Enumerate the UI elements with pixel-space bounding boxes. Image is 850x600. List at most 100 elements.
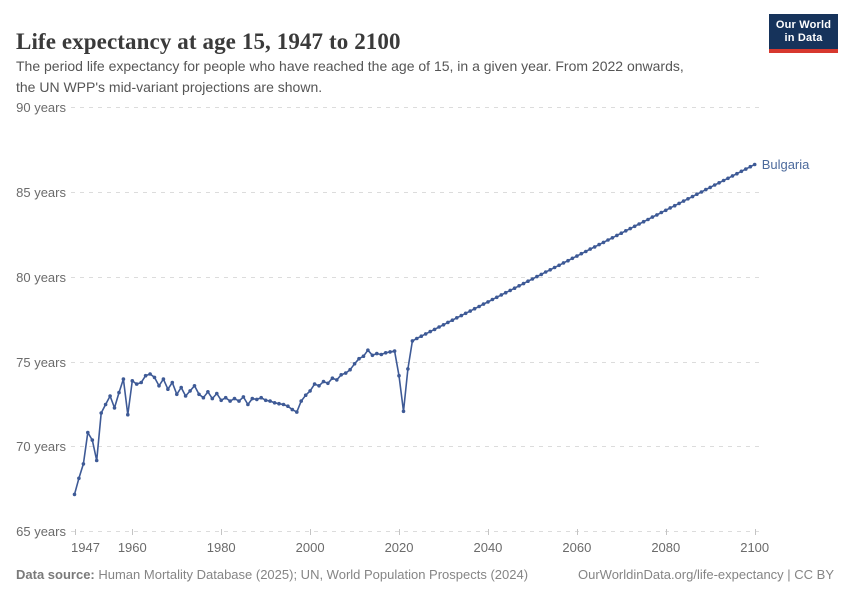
- data-point-2067[interactable]: [606, 238, 610, 242]
- data-point-2000[interactable]: [308, 389, 312, 393]
- data-point-2031[interactable]: [446, 320, 450, 325]
- data-point-2011[interactable]: [357, 356, 361, 361]
- data-point-2053[interactable]: [543, 270, 548, 274]
- data-point-2048[interactable]: [521, 281, 526, 286]
- data-point-1984[interactable]: [237, 399, 241, 403]
- data-point-1977[interactable]: [206, 390, 210, 394]
- data-point-2008[interactable]: [343, 371, 348, 375]
- data-point-2029[interactable]: [437, 325, 441, 329]
- data-point-1989[interactable]: [259, 395, 264, 400]
- data-point-2082[interactable]: [672, 203, 677, 208]
- data-point-1992[interactable]: [272, 401, 277, 405]
- data-point-2020[interactable]: [397, 373, 401, 378]
- data-point-2063[interactable]: [588, 247, 592, 251]
- data-point-2006[interactable]: [335, 378, 339, 382]
- data-point-2098[interactable]: [744, 167, 748, 171]
- data-point-1951[interactable]: [90, 438, 95, 442]
- data-point-2021[interactable]: [401, 409, 406, 414]
- data-point-1970[interactable]: [175, 392, 179, 397]
- data-point-2047[interactable]: [517, 284, 521, 288]
- data-point-2022[interactable]: [406, 367, 410, 371]
- series-line-bulgaria[interactable]: [73, 163, 756, 495]
- data-point-2078[interactable]: [655, 213, 659, 217]
- data-point-1963[interactable]: [143, 373, 148, 378]
- data-point-1950[interactable]: [86, 430, 90, 435]
- data-point-1953[interactable]: [99, 411, 103, 415]
- data-point-2005[interactable]: [330, 376, 335, 381]
- data-point-1966[interactable]: [157, 384, 161, 388]
- data-point-1980[interactable]: [219, 398, 223, 403]
- data-point-2060[interactable]: [575, 254, 579, 258]
- data-point-2004[interactable]: [326, 381, 330, 386]
- data-point-1995[interactable]: [286, 404, 290, 409]
- data-point-1998[interactable]: [299, 399, 304, 403]
- data-point-1981[interactable]: [223, 395, 228, 400]
- data-point-2040[interactable]: [486, 300, 490, 304]
- owid-credit-link[interactable]: OurWorldinData.org/life-expectancy | CC …: [577, 567, 834, 582]
- data-point-2096[interactable]: [735, 171, 739, 176]
- data-point-1975[interactable]: [197, 392, 201, 397]
- data-point-2052[interactable]: [539, 272, 544, 277]
- data-point-1978[interactable]: [210, 396, 215, 401]
- data-point-1971[interactable]: [179, 385, 183, 390]
- data-point-2002[interactable]: [317, 384, 321, 388]
- data-point-2034[interactable]: [459, 313, 464, 318]
- data-point-1999[interactable]: [303, 393, 308, 398]
- data-point-2065[interactable]: [597, 242, 601, 247]
- data-point-2001[interactable]: [312, 382, 317, 386]
- data-point-1976[interactable]: [201, 395, 206, 400]
- data-point-2007[interactable]: [339, 373, 344, 377]
- data-point-2059[interactable]: [570, 256, 575, 261]
- data-point-2087[interactable]: [695, 192, 699, 196]
- data-point-2085[interactable]: [686, 197, 690, 201]
- data-point-2028[interactable]: [432, 327, 437, 332]
- data-point-1952[interactable]: [94, 458, 99, 463]
- data-point-2073[interactable]: [632, 224, 637, 229]
- data-point-2079[interactable]: [659, 210, 664, 215]
- data-point-2056[interactable]: [557, 263, 561, 268]
- data-point-2003[interactable]: [321, 379, 326, 384]
- data-point-2062[interactable]: [584, 249, 588, 254]
- data-point-2027[interactable]: [428, 329, 433, 334]
- data-point-2075[interactable]: [641, 219, 646, 224]
- data-point-2032[interactable]: [450, 318, 455, 323]
- data-point-2094[interactable]: [726, 176, 730, 181]
- data-point-1949[interactable]: [81, 462, 86, 466]
- data-point-2015[interactable]: [375, 351, 379, 356]
- data-point-1991[interactable]: [268, 399, 272, 403]
- data-point-2010[interactable]: [352, 362, 357, 366]
- data-point-1997[interactable]: [295, 410, 299, 414]
- data-point-2039[interactable]: [481, 302, 486, 306]
- data-point-2084[interactable]: [681, 199, 686, 203]
- data-point-1948[interactable]: [77, 476, 81, 481]
- data-point-2045[interactable]: [508, 288, 512, 293]
- data-point-2061[interactable]: [579, 251, 584, 256]
- data-point-2090[interactable]: [708, 185, 712, 190]
- data-point-1969[interactable]: [170, 380, 175, 385]
- data-point-2042[interactable]: [495, 295, 499, 300]
- data-point-2014[interactable]: [370, 353, 375, 358]
- data-point-2091[interactable]: [712, 183, 717, 187]
- data-point-2017[interactable]: [383, 351, 388, 355]
- data-point-2051[interactable]: [535, 274, 539, 279]
- data-point-1983[interactable]: [232, 396, 237, 401]
- data-point-1959[interactable]: [126, 412, 130, 417]
- data-point-2041[interactable]: [490, 297, 495, 302]
- data-point-2092[interactable]: [717, 181, 721, 185]
- data-point-2043[interactable]: [499, 293, 504, 297]
- data-point-2035[interactable]: [463, 311, 468, 316]
- data-point-1968[interactable]: [166, 387, 170, 392]
- data-point-2058[interactable]: [566, 258, 570, 263]
- data-point-2049[interactable]: [526, 279, 530, 284]
- data-point-2069[interactable]: [615, 233, 619, 238]
- data-point-2036[interactable]: [468, 309, 473, 313]
- data-point-2071[interactable]: [624, 229, 628, 233]
- data-point-1987[interactable]: [250, 396, 255, 401]
- data-point-2023[interactable]: [410, 339, 415, 343]
- data-point-2070[interactable]: [619, 231, 624, 235]
- data-point-1972[interactable]: [183, 394, 188, 398]
- data-point-2030[interactable]: [441, 323, 446, 327]
- data-point-1961[interactable]: [134, 382, 139, 386]
- data-point-1993[interactable]: [277, 401, 281, 406]
